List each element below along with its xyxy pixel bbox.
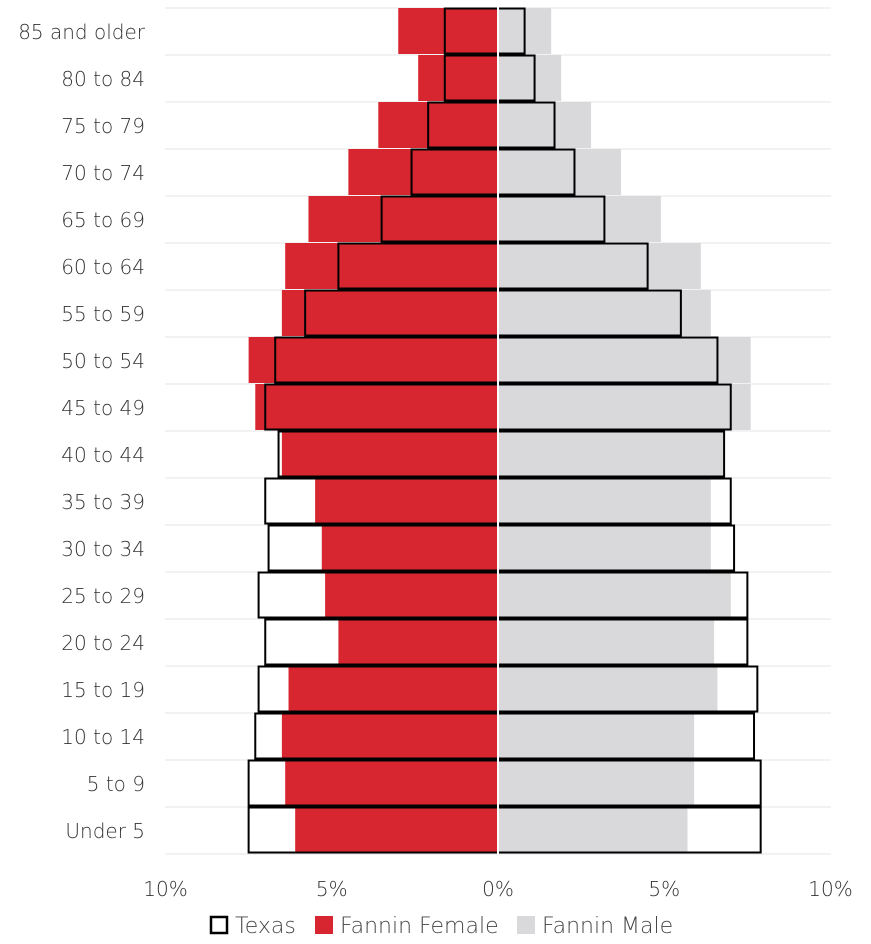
bar-female-65-to-69 [308,196,498,242]
bar-male-15-to-19 [498,666,718,712]
y-tick-label: Under 5 [65,819,145,843]
y-tick-label: 5 to 9 [87,772,145,796]
y-tick-label: 20 to 24 [61,631,145,655]
legend-label-fannin-female: Fannin Female [340,914,499,939]
bar-female-15-to-19 [288,666,498,712]
bar-male-5-to-9 [498,760,695,806]
y-tick-label: 15 to 19 [61,678,145,702]
bar-female-10-to-14 [281,713,498,759]
fannin-female-bars [248,8,498,853]
y-tick-label: 25 to 29 [61,584,145,608]
bar-male-under-5 [498,807,688,853]
bar-male-40-to-44 [498,431,725,477]
legend-swatch-fannin-female [315,916,333,934]
x-tick-label: 5% [648,877,680,901]
bar-male-30-to-34 [498,525,711,571]
bar-male-35-to-39 [498,478,711,524]
bar-female-under-5 [295,807,498,853]
y-tick-label: 40 to 44 [61,443,145,467]
y-tick-label: 35 to 39 [61,490,145,514]
y-tick-label: 65 to 69 [61,208,145,232]
legend-swatch-texas [209,915,229,935]
bar-female-25-to-29 [325,572,498,618]
y-tick-label: 80 to 84 [61,67,145,91]
bar-male-55-to-59 [498,290,711,336]
bar-male-45-to-49 [498,384,751,430]
y-tick-label: 45 to 49 [61,396,145,420]
x-tick-label: 5% [316,877,348,901]
bar-male-10-to-14 [498,713,695,759]
y-tick-label: 55 to 59 [61,302,145,326]
legend-swatch-fannin-male [517,916,535,934]
x-tick-label: 10% [143,877,187,901]
bar-female-5-to-9 [285,760,498,806]
bar-male-60-to-64 [498,243,701,289]
bar-male-65-to-69 [498,196,661,242]
x-axis-tick-labels: 10% 5% 0% 5% 10% [143,877,852,901]
bar-male-20-to-24 [498,619,715,665]
y-tick-label: 10 to 14 [61,725,145,749]
bar-female-85-and-older [398,8,498,54]
bar-female-45-to-49 [255,384,498,430]
bar-male-25-to-29 [498,572,731,618]
bar-female-30-to-34 [321,525,498,571]
bar-female-75-to-79 [378,102,498,148]
bar-female-70-to-74 [348,149,498,195]
bar-female-40-to-44 [281,431,498,477]
x-tick-label: 10% [808,877,852,901]
bar-female-55-to-59 [281,290,498,336]
x-tick-label: 0% [482,877,514,901]
bar-female-35-to-39 [315,478,498,524]
bar-male-70-to-74 [498,149,622,195]
bar-male-50-to-54 [498,337,751,383]
bar-female-50-to-54 [248,337,498,383]
bar-female-20-to-24 [338,619,498,665]
y-tick-label: 60 to 64 [61,255,145,279]
y-tick-label: 70 to 74 [61,161,145,185]
age-group-labels: 85 and older 80 to 84 75 to 79 70 to 74 65 t… [18,20,146,843]
legend-label-fannin-male: Fannin Male [542,914,673,939]
bar-female-80-to-84 [418,55,498,101]
y-tick-label: 30 to 34 [61,537,145,561]
bar-male-80-to-84 [498,55,562,101]
bar-female-60-to-64 [285,243,498,289]
legend-label-texas: Texas [235,914,296,939]
y-tick-label: 85 and older [18,20,146,44]
legend: Texas Fannin Female Fannin Male [209,914,673,939]
y-tick-label: 50 to 54 [61,349,145,373]
y-tick-label: 75 to 79 [61,114,145,138]
bar-male-75-to-79 [498,102,592,148]
